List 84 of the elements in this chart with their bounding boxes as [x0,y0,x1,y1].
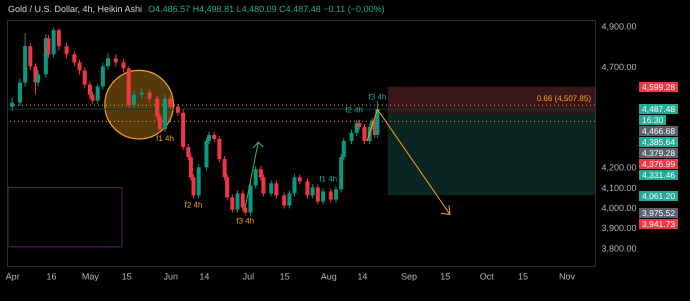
candlestick [310,184,315,199]
x-tick-label: Sep [400,272,418,282]
candlestick [350,129,354,145]
y-tick-label: 3,800.00 [602,243,637,254]
candlestick [176,103,180,116]
candlestick [64,42,69,59]
annotation: f1 4h [319,174,338,184]
candlestick [46,34,50,59]
y-tick-label: 4,000.00 [602,203,637,214]
x-tick-label: 16 [46,272,57,282]
candlestick [114,54,118,67]
candlestick [328,188,333,203]
text: 16:30 [639,115,666,126]
x-tick-label: 14 [357,272,368,282]
candlestick [287,190,292,210]
candlestick [305,178,310,199]
x-tick-label: Aug [320,272,337,282]
candlestick [217,135,222,163]
annotation: f3 4h [368,92,386,102]
candlestick [18,78,22,106]
candlestick [292,174,297,197]
x-tick-label: Jul [242,272,254,282]
y-tick-label: 4,200.00 [602,162,637,173]
y-tick-label: 3,900.00 [602,223,637,234]
x-tick-label: 15 [280,272,290,282]
candlestick [362,123,366,145]
x-tick-label: Jun [163,272,178,282]
candlestick [88,81,92,100]
candlestick [147,89,152,104]
x-tick-label: Oct [480,272,494,282]
y-tick-label: 4,900.00 [602,22,637,32]
candlestick [269,180,274,197]
candlestick [36,70,40,88]
text: 3,975.52 [639,208,678,218]
text: 3,941.73 [639,218,678,229]
text: 4,379.28 [639,148,678,158]
text: 4,331.46 [639,170,678,180]
annotation: f1 4h [156,134,174,143]
annotation: f2 4h [184,200,202,210]
x-tick-label: 15 [518,272,528,282]
candlestick [240,190,245,212]
text: 4,376.99 [639,159,678,170]
candlestick [96,83,100,104]
y-tick-label: 4,700.00 [602,62,637,72]
annotation: f2 4h [345,106,363,115]
candlestick [254,166,258,189]
text: 4,466.68 [639,126,678,136]
candlestick [321,188,326,205]
candlestick [168,95,172,110]
text: 4,487.48 [639,104,678,114]
text: 4,385.64 [639,137,678,148]
candlestick [106,52,110,70]
candlestick [56,28,61,51]
candlestick [334,186,338,203]
candlestick [357,119,362,130]
candlestick [78,58,82,75]
x-tick-label: 15 [122,272,132,282]
candlestick [298,174,302,185]
y-tick-label: 4,100.00 [602,182,637,193]
ref-line-label: 0.66 (4,507.85) [536,94,592,104]
candlestick [132,90,136,108]
candlestick [122,58,126,73]
x-tick-label: Nov [559,272,576,282]
x-tick-label: May [82,272,100,282]
chart-title: Gold / U.S. Dollar, 4h, Heikin Ashi [8,4,142,14]
x-tick-label: 14 [199,272,210,282]
candlestick [72,50,76,67]
chart-subtitle: O4,486.57 H4,498.81 L4,480.09 C4,487.48 −0.11 (−0.00%) [148,4,385,14]
candlestick [28,42,32,71]
candlestick [10,97,14,112]
candlestick [274,180,278,199]
candlestick [82,66,87,90]
text: 4,061.20 [639,190,678,201]
text: 4,599.28 [639,82,678,92]
x-tick-label: Apr [6,272,20,282]
annotation: f3 4h [236,216,254,226]
candlestick [282,192,286,210]
candlestick [236,190,240,214]
candlestick [230,194,234,214]
candlestick [316,184,320,205]
candlestick [212,131,216,142]
candlestick [140,88,144,100]
candlestick [100,62,105,90]
x-tick-label: 15 [440,272,450,282]
